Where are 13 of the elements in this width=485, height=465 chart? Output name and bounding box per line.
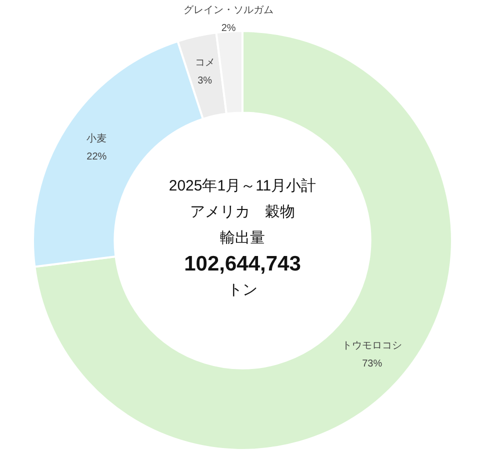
slice-label: トウモロコシ bbox=[342, 340, 402, 352]
text: 輸出量 bbox=[220, 230, 265, 247]
text: トン bbox=[228, 282, 258, 299]
data-label: 3% bbox=[198, 76, 212, 87]
data-label: 73% bbox=[362, 358, 382, 370]
text: アメリカ 穀物 bbox=[190, 204, 295, 221]
slice-label: 小麦 bbox=[86, 132, 107, 145]
text: 102,644,743 bbox=[184, 252, 301, 276]
slice-label: コメ bbox=[194, 58, 215, 69]
text: 2025年1月～11月小計 bbox=[168, 178, 316, 195]
data-label: 2% bbox=[221, 23, 236, 34]
data-label: 22% bbox=[86, 152, 107, 163]
slice-label: グレイン・ソルガム bbox=[184, 5, 274, 16]
